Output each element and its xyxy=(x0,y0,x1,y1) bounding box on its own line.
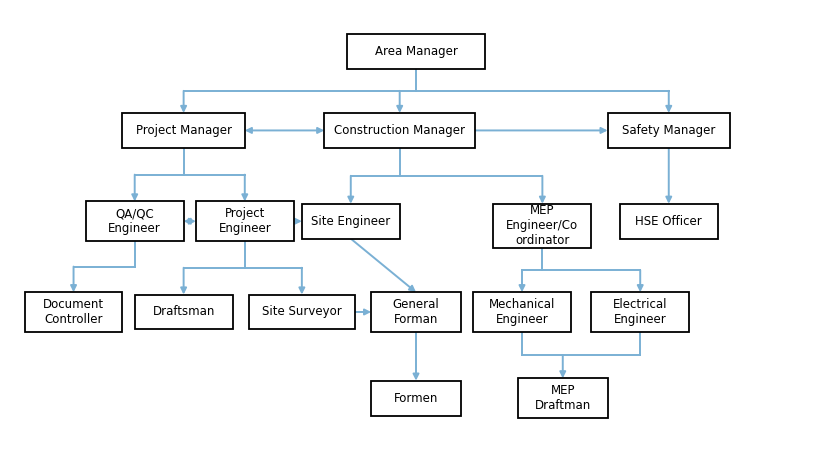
Text: Site Engineer: Site Engineer xyxy=(311,215,390,228)
Text: QA/QC
Engineer: QA/QC Engineer xyxy=(108,207,161,235)
Text: MEP
Draftman: MEP Draftman xyxy=(535,384,591,412)
Text: Draftsman: Draftsman xyxy=(152,305,215,318)
FancyBboxPatch shape xyxy=(473,292,571,332)
FancyBboxPatch shape xyxy=(196,201,294,241)
Text: Document
Controller: Document Controller xyxy=(43,298,104,326)
Text: Formen: Formen xyxy=(394,391,438,405)
FancyBboxPatch shape xyxy=(122,113,245,148)
FancyBboxPatch shape xyxy=(371,380,461,416)
Text: Area Manager: Area Manager xyxy=(374,45,458,58)
Text: Mechanical
Engineer: Mechanical Engineer xyxy=(489,298,555,326)
Text: HSE Officer: HSE Officer xyxy=(636,215,702,228)
FancyBboxPatch shape xyxy=(324,113,475,148)
Text: MEP
Engineer/Co
ordinator: MEP Engineer/Co ordinator xyxy=(507,204,578,247)
Text: Construction Manager: Construction Manager xyxy=(334,124,465,137)
Text: Electrical
Engineer: Electrical Engineer xyxy=(613,298,667,326)
Text: Safety Manager: Safety Manager xyxy=(622,124,716,137)
FancyBboxPatch shape xyxy=(592,292,689,332)
FancyBboxPatch shape xyxy=(620,204,718,238)
FancyBboxPatch shape xyxy=(25,292,122,332)
FancyBboxPatch shape xyxy=(86,201,184,241)
FancyBboxPatch shape xyxy=(135,294,232,330)
Text: Project Manager: Project Manager xyxy=(136,124,231,137)
Text: Project
Engineer: Project Engineer xyxy=(218,207,271,235)
FancyBboxPatch shape xyxy=(607,113,730,148)
FancyBboxPatch shape xyxy=(249,294,354,330)
FancyBboxPatch shape xyxy=(302,204,399,238)
FancyBboxPatch shape xyxy=(371,292,461,332)
Text: Site Surveyor: Site Surveyor xyxy=(262,305,342,318)
Text: General
Forman: General Forman xyxy=(393,298,439,326)
FancyBboxPatch shape xyxy=(518,378,607,418)
FancyBboxPatch shape xyxy=(493,204,592,248)
FancyBboxPatch shape xyxy=(347,34,485,69)
